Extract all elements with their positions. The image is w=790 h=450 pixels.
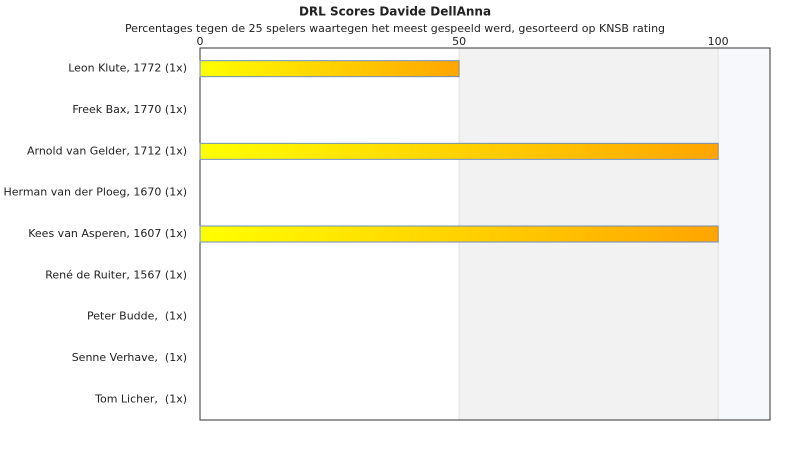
y-tick-label: Leon Klute, 1772 (1x) [68, 62, 187, 75]
x-tick-label: 0 [197, 35, 204, 48]
y-tick-label: Senne Verhave, (1x) [72, 351, 187, 364]
bar [199, 142, 719, 160]
y-tick-label: Kees van Asperen, 1607 (1x) [28, 227, 187, 240]
chart-title: DRL Scores Davide DellAnna [299, 5, 491, 19]
chart-subtitle: Percentages tegen de 25 spelers waartege… [125, 22, 665, 35]
y-tick-label: Herman van der Ploeg, 1670 (1x) [3, 186, 187, 199]
y-tick-label: Freek Bax, 1770 (1x) [72, 103, 187, 116]
plot-band [718, 48, 770, 420]
y-tick-label: Peter Budde, (1x) [87, 310, 187, 323]
y-tick-label: René de Ruiter, 1567 (1x) [45, 268, 187, 281]
y-tick-label: Arnold van Gelder, 1712 (1x) [27, 144, 187, 157]
bar [199, 60, 460, 78]
y-tick-label: Tom Licher, (1x) [94, 392, 187, 405]
bar [199, 225, 719, 243]
x-tick-label: 50 [452, 35, 466, 48]
x-tick-label: 100 [708, 35, 729, 48]
